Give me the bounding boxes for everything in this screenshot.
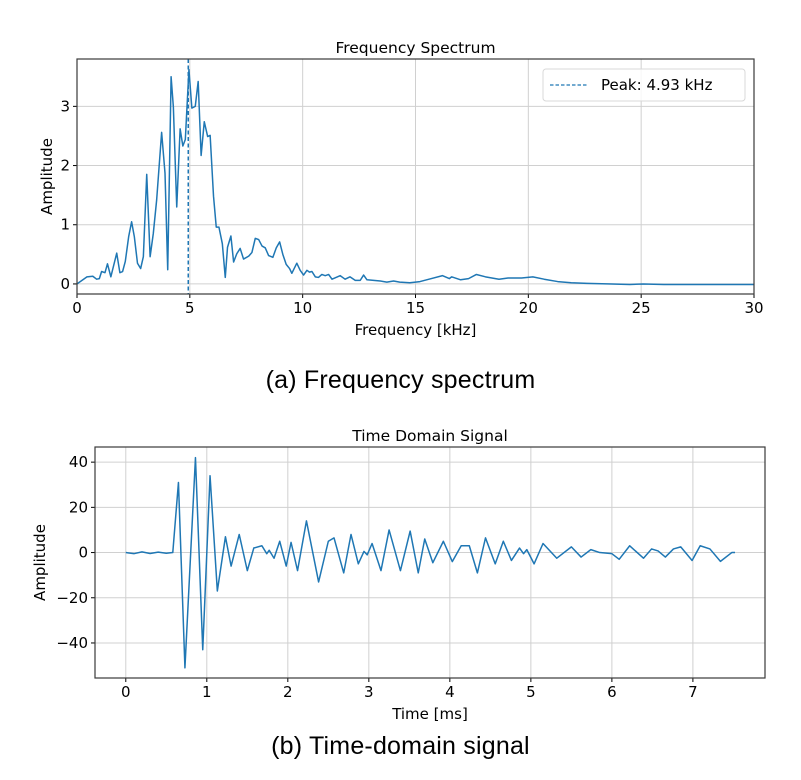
series-line-signal [125, 456, 736, 669]
caption-frequency-spectrum: (a) Frequency spectrum [265, 366, 536, 394]
time-domain-chart: 0 1 2 3 4 5 6 7 40 20 0 −20 −40 Time Domain Signal T… [31, 427, 766, 723]
x-tick-label: 10 [293, 299, 312, 317]
y-axis-label: Amplitude [31, 524, 49, 601]
plot-frame [76, 58, 755, 295]
legend-box [542, 68, 746, 102]
x-tick-label: 0 [72, 299, 82, 317]
x-tick-label: 20 [519, 299, 538, 317]
series-group [77, 59, 754, 294]
tick-group: 0 5 10 15 20 25 30 0 1 2 3 [60, 97, 763, 317]
caption-time-domain-signal: (b) Time-domain signal [271, 732, 530, 760]
x-tick-label: 15 [406, 299, 425, 317]
x-tick-label: 0 [121, 683, 131, 701]
y-tick-label: 2 [60, 157, 70, 175]
x-tick-label: 3 [364, 683, 374, 701]
x-tick-label: 2 [283, 683, 293, 701]
y-tick-label: 40 [69, 453, 88, 471]
tick-group: 0 1 2 3 4 5 6 7 40 20 0 −20 −40 [56, 453, 697, 701]
y-tick-label: 0 [78, 544, 88, 562]
y-tick-label: −40 [56, 634, 88, 652]
x-tick-label: 7 [688, 683, 698, 701]
y-axis-label: Amplitude [38, 138, 56, 215]
y-tick-label: 0 [60, 275, 70, 293]
x-axis-label: Frequency [kHz] [355, 321, 477, 339]
chart-title: Frequency Spectrum [335, 39, 495, 57]
plot-frame [94, 446, 766, 679]
x-tick-label: 5 [526, 683, 536, 701]
series-group [125, 456, 736, 669]
x-tick-label: 1 [202, 683, 212, 701]
x-tick-label: 5 [185, 299, 195, 317]
y-tick-label: 20 [69, 498, 88, 516]
x-tick-label: 30 [744, 299, 763, 317]
legend-label: Peak: 4.93 kHz [601, 76, 713, 94]
grid-lines [95, 447, 765, 678]
y-tick-label: 1 [60, 216, 70, 234]
legend: Peak: 4.93 kHz [542, 68, 746, 102]
x-tick-label: 4 [445, 683, 455, 701]
frequency-spectrum-chart: 0 5 10 15 20 25 30 0 1 2 3 Frequency Spectrum Freq… [38, 39, 764, 339]
y-tick-label: 3 [60, 97, 70, 115]
x-tick-label: 25 [632, 299, 651, 317]
x-axis-label: Time [ms] [391, 705, 468, 723]
series-line-spectrum [77, 68, 754, 286]
y-tick-label: −20 [56, 589, 88, 607]
x-tick-label: 6 [607, 683, 617, 701]
chart-title: Time Domain Signal [351, 427, 508, 445]
